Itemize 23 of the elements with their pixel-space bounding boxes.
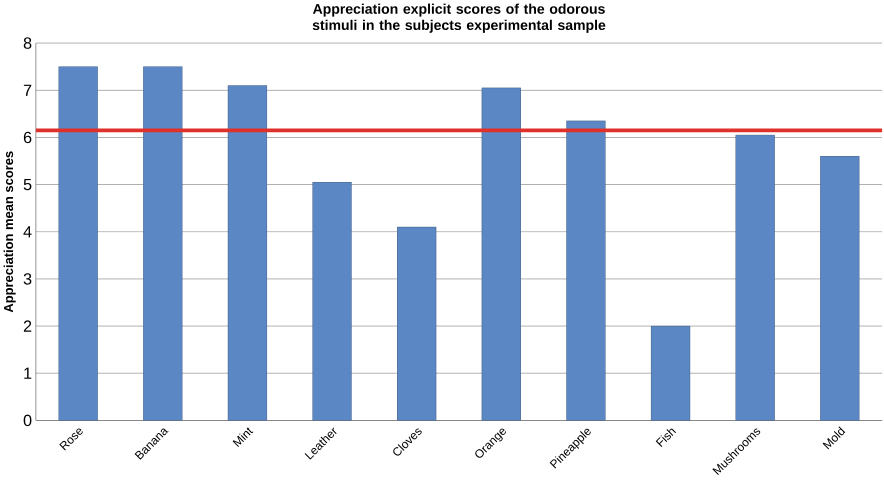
- y-tick-label: 8: [24, 37, 32, 49]
- y-tick-label: 7: [24, 84, 32, 96]
- bar: [820, 156, 860, 421]
- y-tick-label: 3: [24, 273, 32, 285]
- y-tick-label: 4: [23, 226, 32, 238]
- x-tick-label: Mint: [232, 428, 254, 448]
- bar: [566, 120, 606, 421]
- bar: [312, 182, 352, 421]
- bar: [143, 66, 182, 421]
- x-tick-label: Fish: [656, 428, 676, 448]
- chart-title: Appreciation explicit scores of the odorous stimuli in the subjects experimental sample: [312, 4, 606, 33]
- y-tick-label: 1: [24, 368, 32, 379]
- y-tick-label: 5: [24, 179, 32, 190]
- bar: [482, 88, 521, 421]
- bar: [650, 326, 690, 421]
- y-axis-title: Appreciation mean scores: [4, 152, 16, 312]
- y-tick-label: 0: [24, 414, 32, 426]
- bar: [736, 134, 775, 421]
- bar: [58, 66, 98, 421]
- y-tick-label: 6: [24, 132, 32, 144]
- bar: [228, 85, 268, 421]
- bar: [397, 226, 436, 421]
- y-tick-label: 2: [24, 320, 32, 332]
